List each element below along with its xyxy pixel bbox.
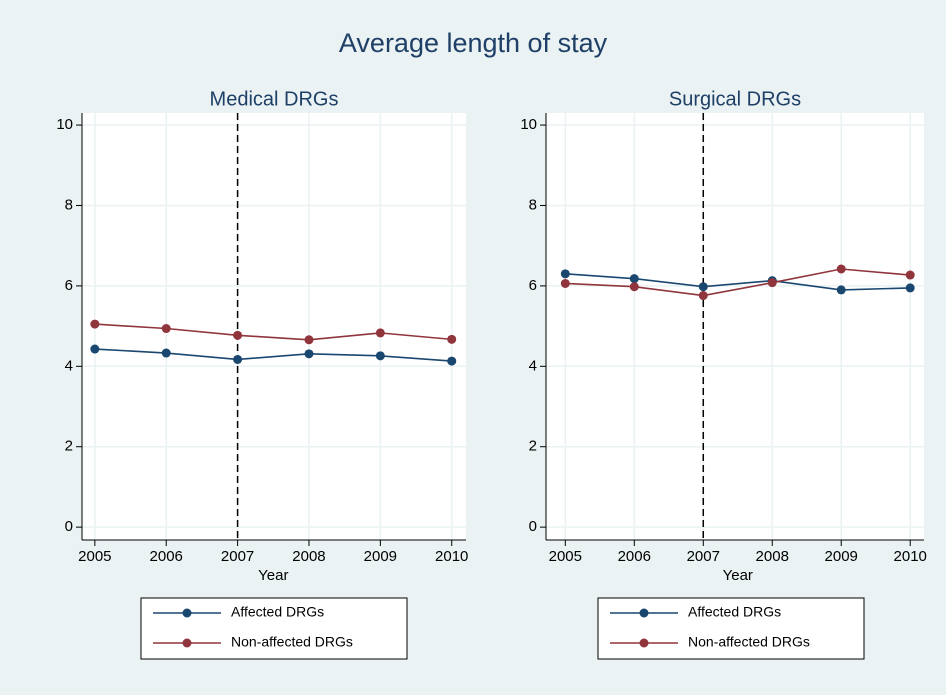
data-point [90, 344, 100, 354]
series-line [565, 268, 911, 297]
data-point [836, 285, 846, 295]
data-point [161, 324, 171, 334]
y-tick-label: 0 [65, 518, 73, 535]
data-point [447, 356, 457, 366]
y-tick-label: 2 [65, 438, 73, 455]
legend-box [597, 597, 865, 660]
y-tick-label: 10 [520, 116, 537, 133]
x-tick-label: 2010 [435, 548, 468, 565]
x-tick-label: 2009 [364, 548, 397, 565]
legend-label: Affected DRGs [231, 604, 324, 620]
x-tick-label: 2008 [756, 548, 789, 565]
legend-marker [182, 638, 192, 648]
x-tick-label: 2007 [687, 548, 720, 565]
x-tick-label: 2008 [292, 548, 325, 565]
subplot-title: Medical DRGs [210, 88, 339, 110]
y-tick-label: 2 [529, 438, 537, 455]
legend-marker [182, 608, 192, 618]
x-tick-label: 2010 [894, 548, 927, 565]
x-tick-label: 2009 [825, 548, 858, 565]
y-tick-label: 4 [529, 357, 537, 374]
data-point [698, 291, 708, 301]
legend-marker [639, 608, 649, 618]
series-line [565, 273, 911, 291]
data-point [375, 351, 385, 361]
y-tick-label: 8 [65, 196, 73, 213]
y-tick-label: 8 [529, 196, 537, 213]
y-tick-label: 6 [529, 277, 537, 294]
data-point [233, 330, 243, 340]
y-tick-label: 6 [65, 277, 73, 294]
legend-label: Non-affected DRGs [231, 634, 353, 650]
data-point [629, 274, 639, 284]
data-point [905, 270, 915, 280]
data-point [767, 278, 777, 288]
data-point [375, 328, 385, 338]
x-axis-label: Year [258, 567, 288, 584]
data-point [233, 354, 243, 364]
chart-title: Average length of stay [339, 28, 608, 58]
x-tick-label: 2006 [618, 548, 651, 565]
data-point [161, 348, 171, 358]
subplot-title: Surgical DRGs [669, 88, 801, 110]
data-point [629, 282, 639, 292]
legend-marker [639, 638, 649, 648]
y-tick-label: 10 [56, 116, 73, 133]
y-tick-label: 4 [65, 357, 73, 374]
data-point [304, 335, 314, 345]
data-point [905, 283, 915, 293]
data-point [304, 349, 314, 359]
legend-box [140, 597, 408, 660]
y-tick-label: 0 [529, 518, 537, 535]
legend-label: Affected DRGs [688, 604, 781, 620]
x-tick-label: 2005 [549, 548, 582, 565]
series-line [94, 323, 452, 341]
data-point [698, 282, 708, 292]
data-point [90, 319, 100, 329]
x-tick-label: 2005 [78, 548, 111, 565]
series-line [94, 348, 452, 362]
legend-label: Non-affected DRGs [688, 634, 810, 650]
plot-area [546, 113, 924, 540]
x-tick-label: 2006 [150, 548, 183, 565]
data-point [560, 269, 570, 279]
data-point [836, 264, 846, 274]
x-tick-label: 2007 [221, 548, 254, 565]
x-axis-label: Year [723, 567, 753, 584]
data-point [560, 278, 570, 288]
data-point [447, 334, 457, 344]
